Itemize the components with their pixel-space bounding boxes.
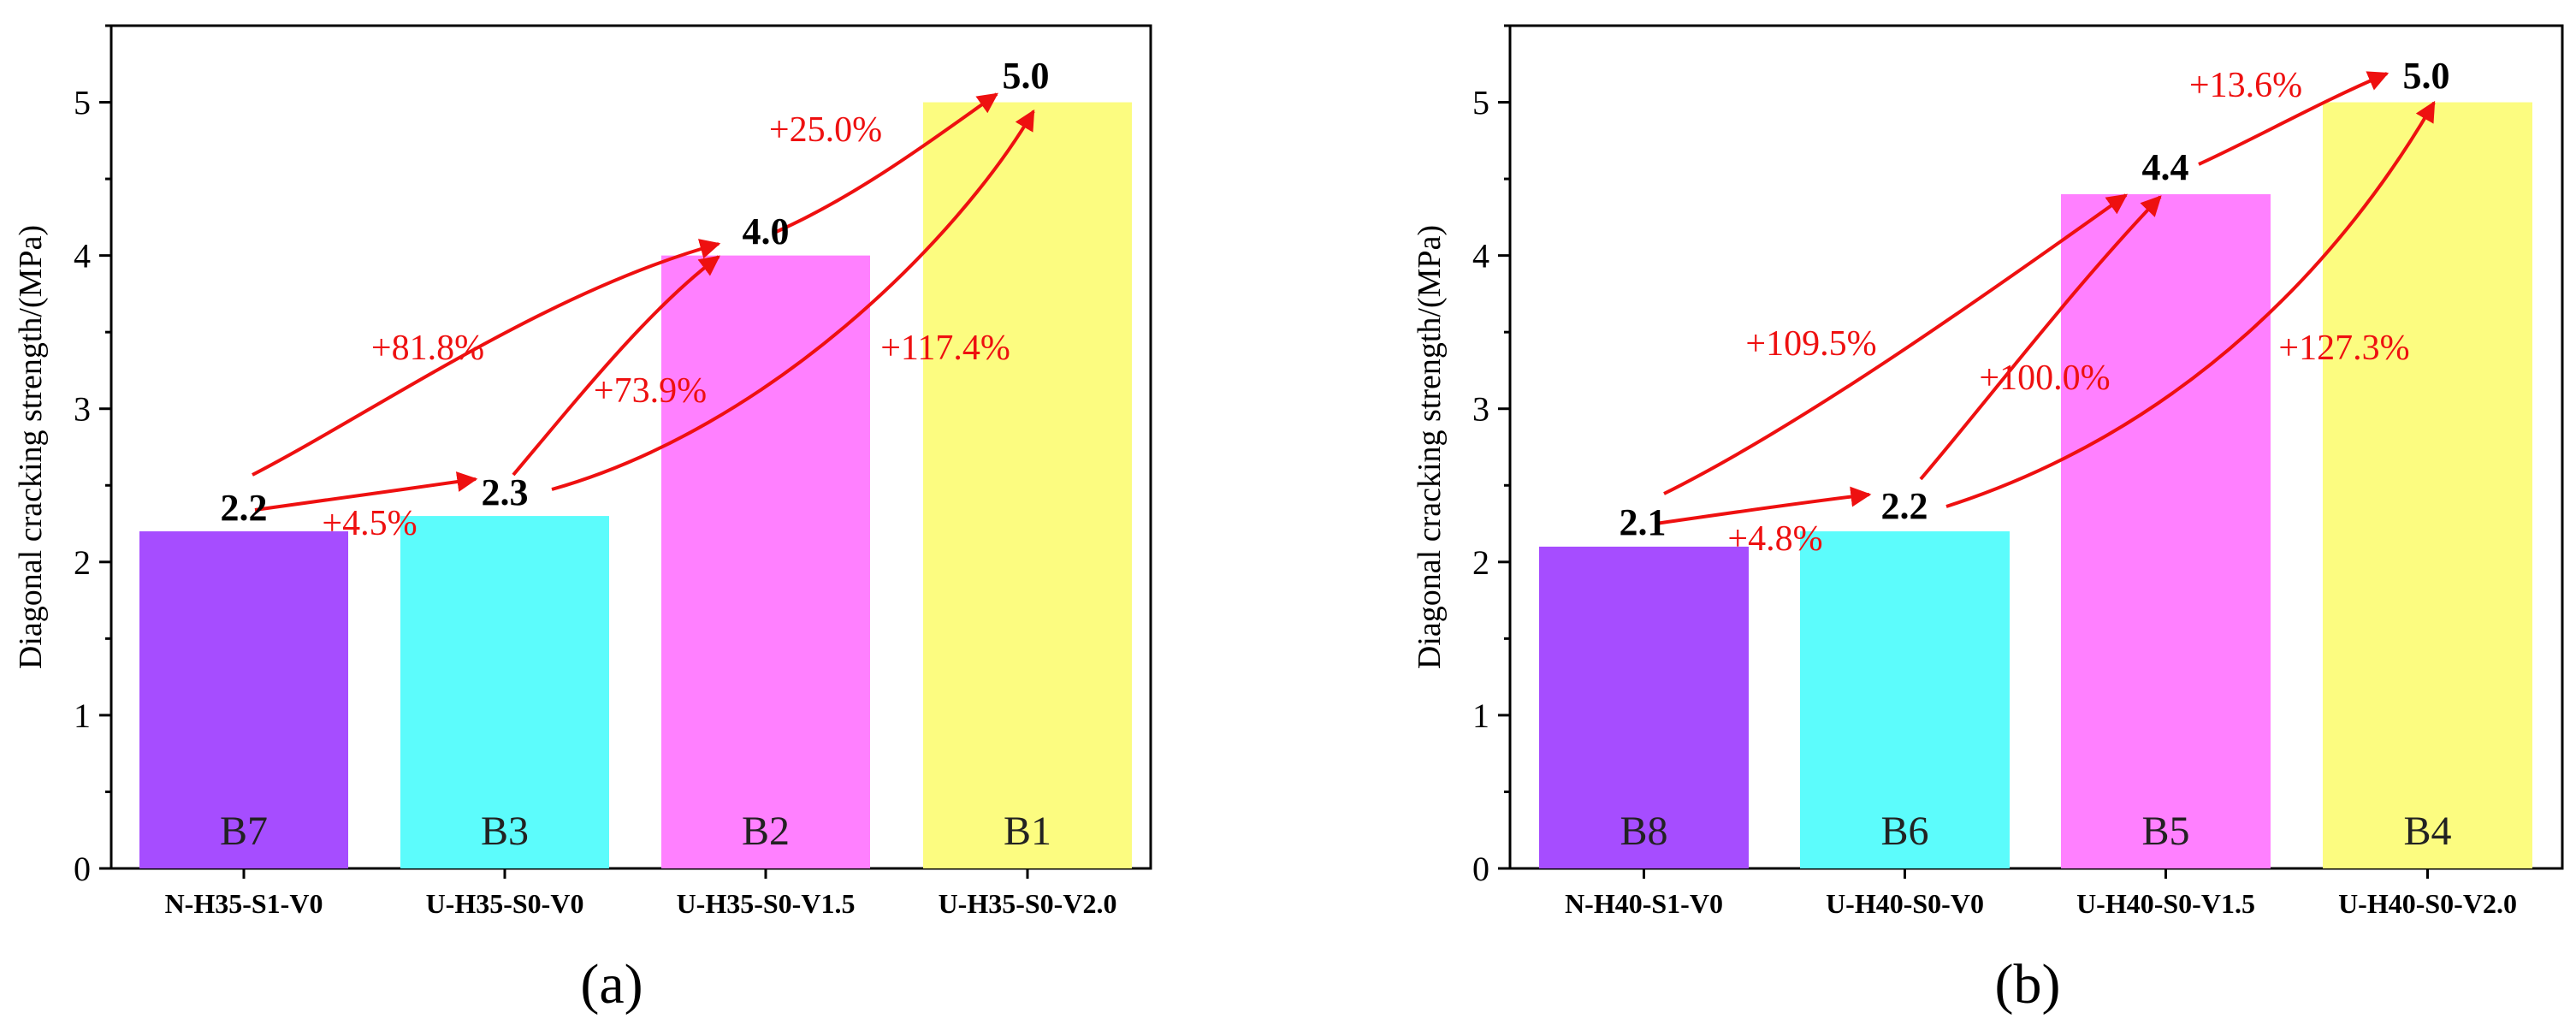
value-label: 2.3 xyxy=(482,471,529,513)
x-category-label: U-H35-S0-V1.5 xyxy=(677,888,856,919)
increase-label: +25.0% xyxy=(769,110,882,150)
increase-label: +117.4% xyxy=(880,329,1010,368)
y-tick-label: 4 xyxy=(74,237,91,276)
bar-B3 xyxy=(400,516,609,868)
bar-B6 xyxy=(1800,531,2010,868)
bar-id-label: B5 xyxy=(2141,809,2189,854)
bar-B4 xyxy=(2323,102,2532,868)
increase-arrow xyxy=(551,109,1035,491)
y-tick-label: 5 xyxy=(74,84,91,122)
y-tick-label: 5 xyxy=(1472,84,1489,122)
bar-id-label: B2 xyxy=(742,809,790,854)
increase-arrow xyxy=(773,92,998,234)
increase-label: +73.9% xyxy=(594,371,707,411)
x-category-label: U-H40-S0-V1.5 xyxy=(2076,888,2255,919)
x-category-label: U-H35-S0-V2.0 xyxy=(939,888,1117,919)
y-tick-label: 3 xyxy=(74,390,91,429)
y-tick-label: 1 xyxy=(1472,696,1489,735)
value-label: 2.2 xyxy=(1881,485,1928,527)
y-tick-label: 1 xyxy=(74,696,91,735)
y-tick-label: 2 xyxy=(74,543,91,582)
value-label: 5.0 xyxy=(2403,55,2450,97)
y-tick-label: 4 xyxy=(1472,237,1489,276)
bar-B7 xyxy=(139,531,348,868)
chart-panel-a: 0 1 2 3 4 5 Diagonal cracking strength/(MPa) B7… xyxy=(13,24,1152,1016)
chart-panel-b: 0 1 2 3 4 5 Diagonal cracking strength/(MPa) B8… xyxy=(1412,24,2564,1016)
increase-arrow xyxy=(1663,193,2128,495)
bar-B8 xyxy=(1539,546,1749,868)
bar-B1 xyxy=(923,102,1132,868)
y-tick-label: 3 xyxy=(1472,390,1489,429)
y-tick-label: 0 xyxy=(74,850,91,888)
increase-arrow xyxy=(1945,100,2436,508)
increase-label: +13.6% xyxy=(2189,66,2302,105)
x-category-label: N-H35-S1-V0 xyxy=(165,888,323,919)
bar-id-label: B3 xyxy=(481,809,529,854)
x-category-label: U-H40-S0-V0 xyxy=(1826,888,1984,919)
increase-arrow xyxy=(512,255,720,477)
plot-frame xyxy=(1508,24,2564,870)
panel-caption: (b) xyxy=(1995,953,2061,1016)
bar-B5 xyxy=(2061,194,2271,868)
increase-label: +100.0% xyxy=(1979,358,2110,398)
value-label: 5.0 xyxy=(1003,55,1050,97)
x-category-label: U-H40-S0-V2.0 xyxy=(2338,888,2517,919)
value-label: 2.1 xyxy=(1620,501,1667,543)
bar-id-label: B8 xyxy=(1620,809,1667,854)
increase-label: +109.5% xyxy=(1745,324,1876,364)
value-label: 2.2 xyxy=(221,487,268,529)
plot-frame xyxy=(110,24,1152,870)
value-label: 4.4 xyxy=(2142,146,2189,188)
y-axis-label: Diagonal cracking strength/(MPa) xyxy=(1412,225,1448,669)
y-tick-label: 0 xyxy=(1472,850,1489,888)
increase-arrow xyxy=(254,471,478,512)
y-axis-label: Diagonal cracking strength/(MPa) xyxy=(13,225,49,669)
bar-id-label: B1 xyxy=(1004,809,1051,854)
increase-arrow xyxy=(2198,71,2389,166)
x-category-label: U-H35-S0-V0 xyxy=(426,888,584,919)
value-label: 4.0 xyxy=(743,210,790,252)
y-tick-label: 2 xyxy=(1472,543,1489,582)
increase-arrow xyxy=(1919,195,2162,481)
increase-label: +4.8% xyxy=(1727,519,1822,559)
x-category-label: N-H40-S1-V0 xyxy=(1565,888,1723,919)
increase-label: +127.3% xyxy=(2278,329,2409,368)
increase-arrow xyxy=(1655,486,1872,525)
bar-id-label: B6 xyxy=(1880,809,1928,854)
bar-B2 xyxy=(661,255,870,868)
bar-id-label: B7 xyxy=(220,809,268,854)
increase-label: +81.8% xyxy=(371,329,484,368)
panel-caption: (a) xyxy=(580,953,643,1016)
increase-label: +4.5% xyxy=(322,504,417,543)
increase-arrow xyxy=(252,239,721,477)
bar-id-label: B4 xyxy=(2403,809,2451,854)
